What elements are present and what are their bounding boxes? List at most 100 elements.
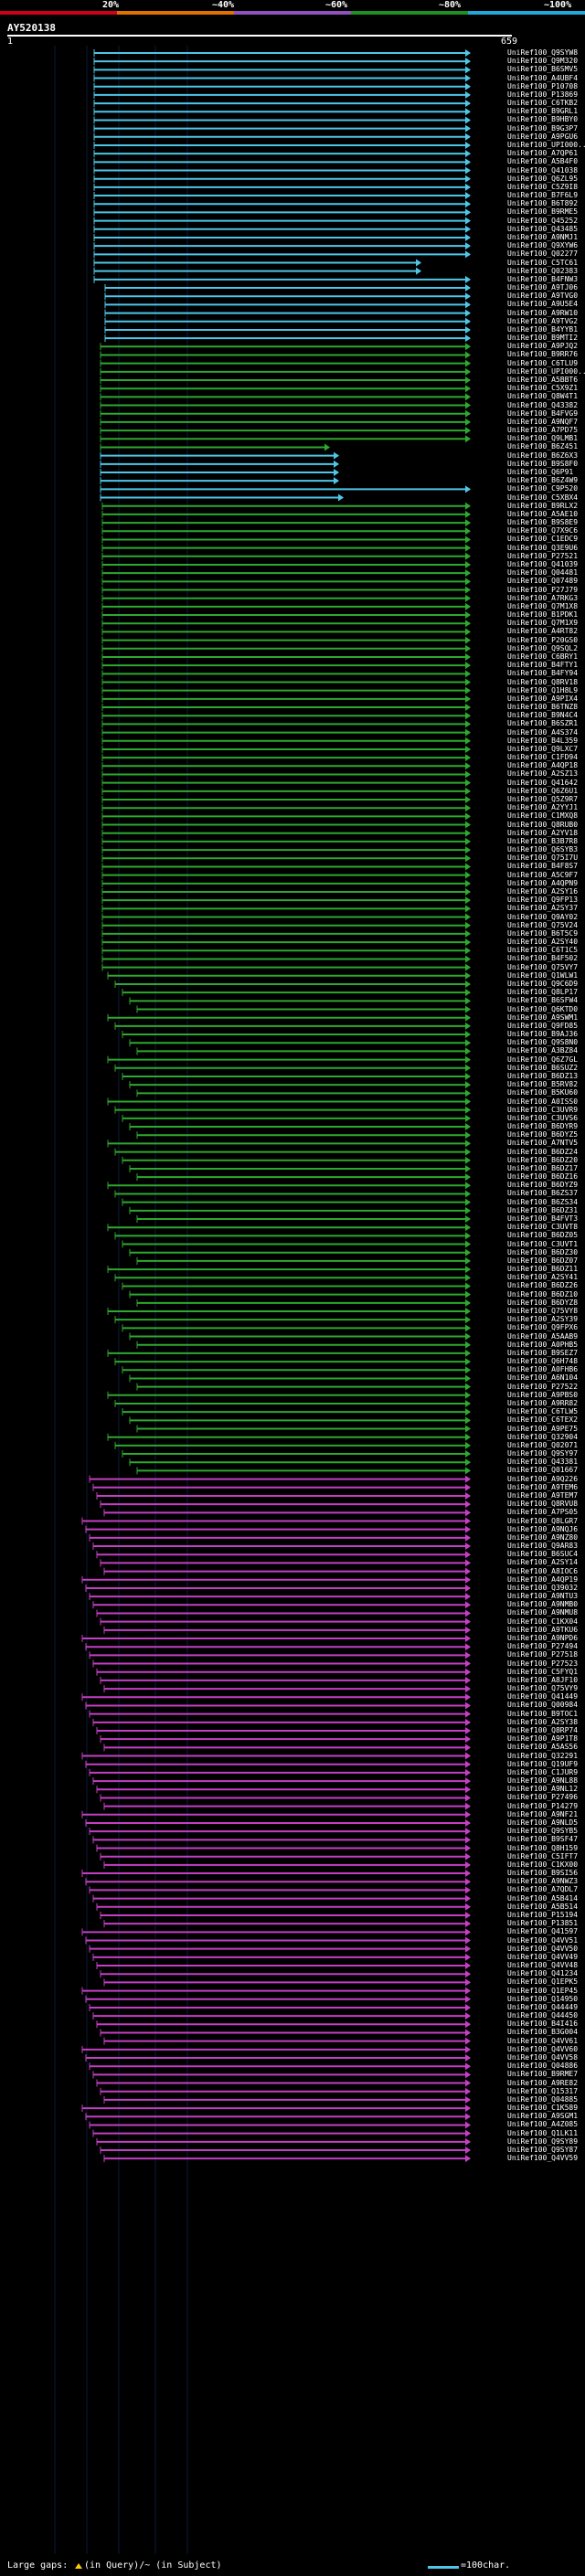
hit-label[interactable]: UniRef100_A7QP61: [507, 149, 579, 158]
hit-row[interactable]: [107, 1224, 471, 1232]
hit-row[interactable]: [92, 1718, 471, 1726]
hit-label[interactable]: UniRef100_Q6KTD0: [507, 1004, 579, 1013]
hit-label[interactable]: UniRef100_P13869: [507, 90, 579, 99]
hit-label[interactable]: UniRef100_Q75VY9: [507, 1684, 579, 1693]
hit-row[interactable]: [89, 1828, 471, 1836]
hit-row[interactable]: [93, 267, 421, 275]
hit-label[interactable]: UniRef100_C6TEX2: [507, 1415, 579, 1425]
hit-row[interactable]: [107, 1308, 471, 1315]
hit-row[interactable]: [100, 409, 471, 418]
hit-row[interactable]: [103, 1626, 471, 1634]
hit-row[interactable]: [100, 1676, 471, 1684]
hit-label[interactable]: UniRef100_Q6H748: [507, 1357, 579, 1366]
hit-label[interactable]: UniRef100_A4QP18: [507, 761, 579, 770]
hit-row[interactable]: [85, 1995, 471, 2003]
hit-label[interactable]: UniRef100_A9NL88: [507, 1776, 579, 1786]
hit-row[interactable]: [101, 863, 471, 871]
hit-label[interactable]: UniRef100_A2SY40: [507, 938, 579, 947]
hit-label[interactable]: UniRef100_Q1H8L9: [507, 685, 579, 694]
hit-label[interactable]: UniRef100_A9NWZ3: [507, 1877, 579, 1886]
hit-row[interactable]: [103, 1744, 471, 1752]
hit-row[interactable]: [122, 1408, 471, 1416]
hit-label[interactable]: UniRef100_Q6Z7GL: [507, 1055, 579, 1064]
hit-label[interactable]: UniRef100_Q9LMB1: [507, 434, 579, 443]
hit-row[interactable]: [101, 704, 471, 712]
hit-row[interactable]: [100, 485, 471, 493]
hit-label[interactable]: UniRef100_B9S8F0: [507, 459, 579, 468]
hit-label[interactable]: UniRef100_A9PJQ2: [507, 342, 579, 351]
hit-label[interactable]: UniRef100_Q7M1X9: [507, 619, 579, 628]
hit-label[interactable]: UniRef100_Q3E9U6: [507, 543, 579, 552]
hit-row[interactable]: [93, 175, 471, 183]
hit-label[interactable]: UniRef100_A5AAB9: [507, 1331, 579, 1341]
hit-row[interactable]: [100, 2147, 471, 2154]
hit-row[interactable]: [100, 460, 339, 468]
hit-label[interactable]: UniRef100_C9P520: [507, 484, 579, 493]
hit-row[interactable]: [114, 1190, 471, 1198]
hit-label[interactable]: UniRef100_Q75V24: [507, 920, 579, 929]
hit-label[interactable]: UniRef100_B9N4C4: [507, 711, 579, 720]
hit-label[interactable]: UniRef100_Q4VV51: [507, 1935, 579, 1945]
hit-row[interactable]: [100, 418, 471, 426]
hit-row[interactable]: [101, 552, 471, 560]
hit-label[interactable]: UniRef100_A4RT82: [507, 627, 579, 636]
hit-label[interactable]: UniRef100_A9TKU6: [507, 1625, 579, 1634]
hit-row[interactable]: [93, 192, 471, 200]
hit-label[interactable]: UniRef100_B9SI56: [507, 1869, 579, 1878]
hit-label[interactable]: UniRef100_B6DYR9: [507, 1122, 579, 1131]
hit-row[interactable]: [89, 1533, 471, 1542]
hit-row[interactable]: [101, 510, 471, 518]
hit-label[interactable]: UniRef100_C5X9Z1: [507, 384, 579, 393]
hit-row[interactable]: [100, 393, 471, 401]
hit-row[interactable]: [85, 1936, 471, 1945]
hit-row[interactable]: [85, 1584, 471, 1592]
hit-label[interactable]: UniRef100_Q04886: [507, 2062, 579, 2071]
hit-label[interactable]: UniRef100_B6Z6X3: [507, 451, 579, 460]
hit-label[interactable]: UniRef100_A9TEM6: [507, 1482, 579, 1491]
hit-row[interactable]: [101, 527, 471, 535]
hit-row[interactable]: [114, 980, 471, 988]
hit-label[interactable]: UniRef100_C3UVS6: [507, 1113, 579, 1122]
hit-row[interactable]: [114, 1022, 471, 1030]
hit-label[interactable]: UniRef100_Q04481: [507, 568, 579, 578]
hit-label[interactable]: UniRef100_Q6P91: [507, 468, 574, 476]
hit-label[interactable]: UniRef100_B6DZ16: [507, 1172, 579, 1182]
hit-label[interactable]: UniRef100_A9NF21: [507, 1809, 579, 1818]
hit-row[interactable]: [107, 1097, 471, 1106]
hit-row[interactable]: [101, 955, 471, 963]
hit-label[interactable]: UniRef100_C5TC61: [507, 258, 579, 267]
hit-label[interactable]: UniRef100_C5XBX4: [507, 493, 579, 502]
hit-row[interactable]: [101, 888, 471, 896]
hit-row[interactable]: [100, 1970, 471, 1978]
hit-label[interactable]: UniRef100_B6DZ26: [507, 1281, 579, 1290]
hit-row[interactable]: [129, 1416, 471, 1425]
hit-row[interactable]: [93, 74, 471, 82]
hit-label[interactable]: UniRef100_B9S8E9: [507, 518, 579, 527]
hit-label[interactable]: UniRef100_B6Z4W9: [507, 476, 579, 485]
hit-label[interactable]: UniRef100_B6SMV5: [507, 65, 579, 74]
hit-row[interactable]: [136, 1341, 471, 1349]
hit-row[interactable]: [85, 2113, 471, 2121]
hit-label[interactable]: UniRef100_Q4VV59: [507, 2154, 579, 2163]
hit-label[interactable]: UniRef100_B4FNW3: [507, 274, 579, 283]
hit-row[interactable]: [81, 1752, 471, 1760]
hit-row[interactable]: [92, 2071, 471, 2079]
hit-row[interactable]: [85, 1525, 471, 1533]
hit-row[interactable]: [89, 1945, 471, 1953]
hit-row[interactable]: [100, 1852, 471, 1860]
hit-label[interactable]: UniRef100_P27518: [507, 1650, 579, 1659]
hit-row[interactable]: [101, 787, 471, 795]
hit-label[interactable]: UniRef100_Q75I7U: [507, 853, 579, 863]
hit-row[interactable]: [101, 569, 471, 578]
hit-label[interactable]: UniRef100_Q9AY02: [507, 912, 579, 921]
hit-label[interactable]: UniRef100_A9NL12: [507, 1785, 579, 1794]
hit-label[interactable]: UniRef100_B9RR76: [507, 350, 579, 359]
hit-row[interactable]: [104, 284, 471, 292]
hit-label[interactable]: UniRef100_C1MXQ8: [507, 811, 579, 821]
hit-row[interactable]: [96, 1786, 471, 1794]
hit-label[interactable]: UniRef100_Q4VV48: [507, 1961, 579, 1970]
hit-label[interactable]: UniRef100_UPI000...: [507, 366, 585, 376]
hit-row[interactable]: [100, 2087, 471, 2095]
hit-label[interactable]: UniRef100_B6DZ20: [507, 1155, 579, 1164]
hit-row[interactable]: [107, 1140, 471, 1148]
